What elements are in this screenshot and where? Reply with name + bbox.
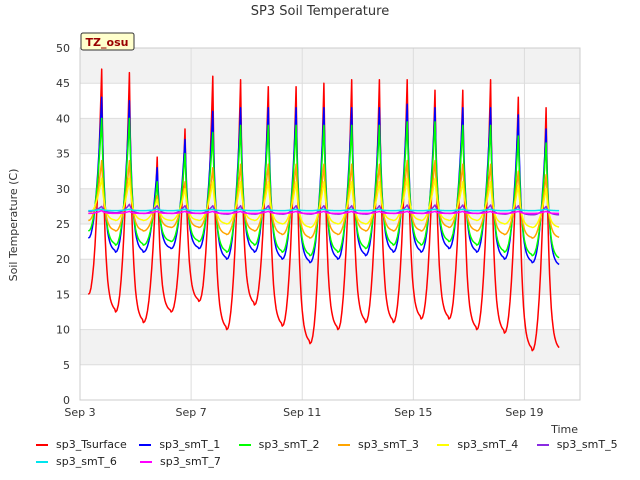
plot-frame bbox=[79, 47, 581, 401]
x-tick-label: Sep 7 bbox=[175, 406, 206, 419]
legend-item: sp3_smT_4 bbox=[437, 438, 536, 451]
y-ticks: 0 5 10 15 20 25 30 35 40 45 50 bbox=[56, 42, 70, 407]
legend-item: sp3_smT_5 bbox=[536, 438, 636, 451]
legend-swatch bbox=[238, 443, 251, 446]
x-tick-label: Sep 3 bbox=[64, 406, 95, 419]
tz-badge-label: TZ_osu bbox=[86, 36, 129, 49]
chart-title: SP3 Soil Temperature bbox=[251, 4, 389, 19]
y-tick-label: 50 bbox=[56, 42, 70, 55]
x-tick-label: Sep 11 bbox=[283, 406, 321, 419]
legend-item: sp3_smT_2 bbox=[238, 438, 338, 451]
series-lines bbox=[87, 68, 560, 352]
legend-label: sp3_Tsurface bbox=[56, 438, 127, 451]
legend-item: sp3_smT_1 bbox=[139, 438, 238, 451]
legend-row: sp3_smT_6 sp3_smT_7 bbox=[36, 453, 636, 470]
legend-item: sp3_Tsurface bbox=[36, 438, 139, 451]
legend-item: sp3_smT_3 bbox=[338, 438, 437, 451]
y-tick-label: 0 bbox=[63, 394, 70, 407]
series-line bbox=[88, 209, 560, 215]
legend-label: sp3_smT_4 bbox=[457, 438, 519, 451]
legend-row: sp3_Tsurface sp3_smT_1 sp3_smT_2 sp3_smT_3 s… bbox=[36, 436, 636, 453]
legend-swatch bbox=[139, 443, 152, 446]
x-tick-label: Sep 15 bbox=[394, 406, 432, 419]
plot-band bbox=[80, 118, 580, 154]
x-ticks: Sep 3 Sep 7 Sep 11 Sep 15 Sep 19 bbox=[64, 406, 543, 419]
legend: sp3_Tsurface sp3_smT_1 sp3_smT_2 sp3_smT_3 s… bbox=[36, 436, 636, 470]
y-tick-label: 10 bbox=[56, 324, 70, 337]
legend-swatch bbox=[437, 443, 450, 446]
y-tick-label: 15 bbox=[56, 288, 70, 301]
y-axis-label: Soil Temperature (C) bbox=[7, 169, 20, 282]
y-tick-label: 35 bbox=[56, 148, 70, 161]
series-line bbox=[88, 208, 560, 212]
legend-label: sp3_smT_3 bbox=[358, 438, 419, 451]
y-tick-label: 20 bbox=[56, 253, 70, 266]
legend-item: sp3_smT_6 bbox=[36, 455, 140, 468]
tz-badge: TZ_osu bbox=[80, 32, 135, 51]
y-tick-label: 5 bbox=[63, 359, 70, 372]
legend-swatch bbox=[536, 443, 549, 446]
legend-swatch bbox=[36, 443, 48, 446]
legend-swatch bbox=[338, 443, 350, 446]
plot-band bbox=[80, 329, 580, 365]
y-tick-label: 25 bbox=[56, 218, 70, 231]
y-tick-label: 40 bbox=[56, 112, 70, 125]
x-tick-label: Sep 19 bbox=[505, 406, 543, 419]
legend-label: sp3_smT_1 bbox=[159, 438, 221, 451]
legend-item: sp3_smT_7 bbox=[140, 455, 240, 468]
legend-label: sp3_smT_5 bbox=[556, 438, 618, 451]
plot-bands bbox=[80, 48, 580, 365]
legend-label: sp3_smT_2 bbox=[258, 438, 320, 451]
legend-label: sp3_smT_6 bbox=[56, 455, 117, 468]
y-tick-label: 30 bbox=[56, 183, 70, 196]
legend-swatch bbox=[140, 460, 152, 463]
legend-swatch bbox=[36, 460, 48, 463]
y-tick-label: 45 bbox=[56, 77, 70, 90]
x-axis-label: Time bbox=[550, 423, 578, 436]
series-line bbox=[88, 177, 560, 229]
plot-band bbox=[80, 48, 580, 84]
legend-label: sp3_smT_7 bbox=[160, 455, 221, 468]
